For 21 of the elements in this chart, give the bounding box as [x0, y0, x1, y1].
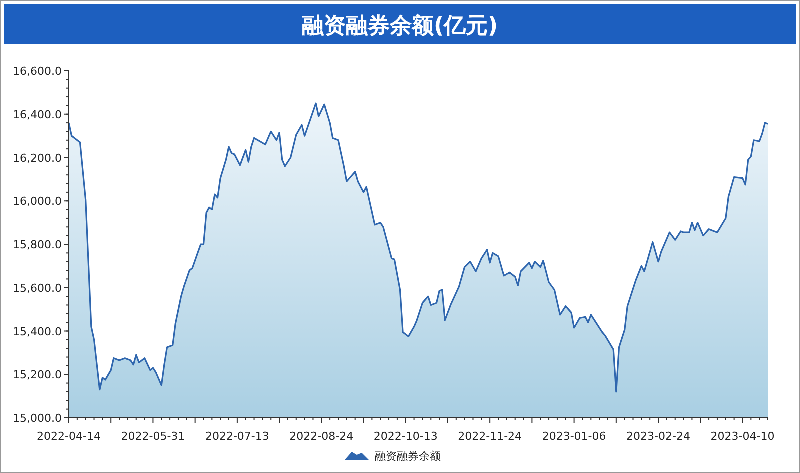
y-tick-label: 16,200.0 [13, 152, 62, 165]
legend-label: 融资融券余额 [375, 450, 441, 463]
x-tick-label: 2023-01-06 [542, 430, 606, 443]
y-tick-label: 16,400.0 [13, 108, 62, 122]
y-tick-label: 16,000.0 [13, 195, 62, 208]
x-tick-label: 2022-04-14 [37, 430, 101, 443]
y-tick-label: 15,600.0 [13, 282, 62, 295]
y-tick-label: 15,000.0 [13, 412, 62, 425]
x-tick-label: 2022-05-31 [121, 430, 186, 443]
y-tick-label: 15,800.0 [13, 238, 62, 252]
x-tick-label: 2022-11-24 [458, 430, 522, 443]
y-tick-label: 15,200.0 [13, 368, 62, 382]
x-tick-label: 2022-08-24 [290, 430, 354, 443]
x-tick-label: 2023-04-10 [710, 430, 775, 443]
legend: 融资融券余额 [345, 450, 441, 463]
x-tick-label: 2022-10-13 [374, 430, 438, 443]
y-tick-label: 15,400.0 [13, 325, 62, 338]
x-tick-label: 2022-07-13 [205, 430, 270, 443]
chart-title: 融资融券余额(亿元) [302, 13, 498, 39]
x-tick-label: 2023-02-24 [626, 430, 690, 443]
y-tick-label: 16,600.0 [13, 65, 62, 78]
